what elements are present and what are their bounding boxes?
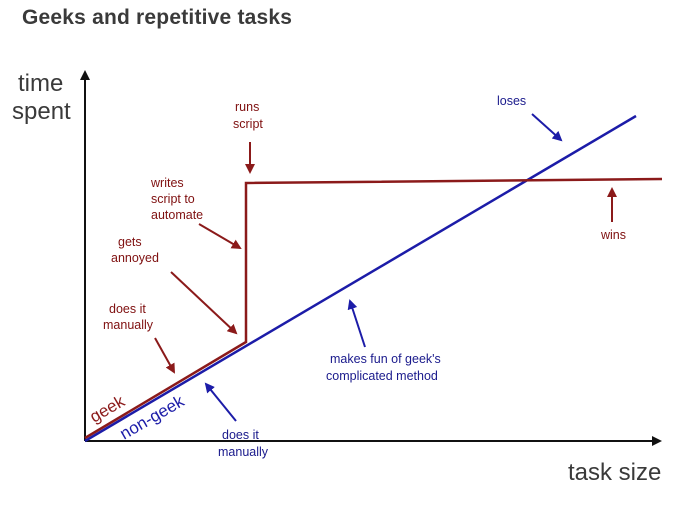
y-axis-label-line1: time <box>18 70 63 97</box>
annotation-gets-annoyed-line2: annoyed <box>111 251 159 265</box>
annotation-writes-script-line1: writes <box>150 176 184 190</box>
annotation-writes-script-line3: automate <box>151 208 203 222</box>
geek-line <box>84 177 663 440</box>
arrow-loses <box>531 113 563 142</box>
arrow-geek-does-it-manually <box>154 337 175 374</box>
annotation-runs-script-line1: runs <box>235 100 259 114</box>
annotation-geek-does-it-manually-line1: does it <box>109 302 146 316</box>
arrow-gets-annoyed <box>170 271 238 335</box>
annotation-writes-script-line2: script to <box>151 192 195 206</box>
arrow-writes-script <box>198 223 242 250</box>
arrow-makes-fun <box>347 299 366 348</box>
y-axis-label-line2: spent <box>12 98 71 125</box>
annotation-makes-fun-line1: makes fun of geek's <box>330 352 441 366</box>
annotation-makes-fun-line2: complicated method <box>326 369 438 383</box>
annotation-gets-annoyed-line1: gets <box>118 235 142 249</box>
non-geek-line <box>84 114 637 443</box>
diagram-title: Geeks and repetitive tasks <box>22 6 293 29</box>
annotation-geek-does-it-manually-line2: manually <box>103 318 154 332</box>
annotation-runs-script-line2: script <box>233 117 263 131</box>
x-axis-label: task size <box>568 459 661 486</box>
arrow-non-geek-does-it-manually <box>204 382 237 422</box>
annotation-non-geek-does-it-manually-line1: does it <box>222 428 259 442</box>
annotation-non-geek-does-it-manually-line2: manually <box>218 445 269 459</box>
geek-line-label: geek <box>87 391 129 426</box>
annotation-wins: wins <box>600 228 626 242</box>
annotation-loses: loses <box>497 94 526 108</box>
